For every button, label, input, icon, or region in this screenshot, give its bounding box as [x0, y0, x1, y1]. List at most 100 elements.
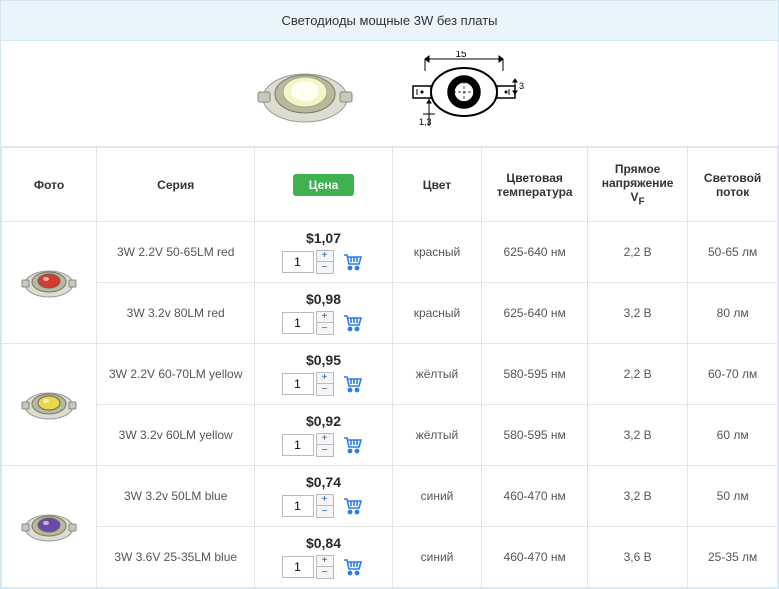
- product-table: Фото Серия Цена Цвет Цветовая температур…: [1, 147, 778, 588]
- table-row: 3W 2.2V 50-65LM red $1,07 + − красный 62…: [2, 222, 778, 283]
- col-series: Серия: [97, 148, 255, 222]
- lm-cell: 60-70 лм: [688, 344, 778, 405]
- qty-plus-button[interactable]: +: [317, 556, 333, 567]
- price-value: $0,74: [261, 474, 385, 490]
- table-row: 3W 2.2V 60-70LM yellow $0,95 + − жёлтый …: [2, 344, 778, 405]
- qty-minus-button[interactable]: −: [317, 445, 333, 456]
- color-cell: жёлтый: [392, 344, 482, 405]
- qty-spinner: + −: [316, 433, 334, 457]
- table-row: 3W 3.2v 80LM red $0,98 + − красный 625-6…: [2, 283, 778, 344]
- color-cell: синий: [392, 527, 482, 588]
- col-color: Цвет: [392, 148, 482, 222]
- price-value: $1,07: [261, 230, 385, 246]
- lm-cell: 80 лм: [688, 283, 778, 344]
- qty-plus-button[interactable]: +: [317, 434, 333, 445]
- led-photo-hero: [255, 56, 355, 126]
- qty-input[interactable]: [282, 495, 314, 517]
- dimension-diagram: 15 3.1: [385, 51, 525, 131]
- table-row: 3W 3.2v 50LM blue $0,74 + − синий 460-47…: [2, 466, 778, 527]
- color-cell: синий: [392, 466, 482, 527]
- hero-area: 15 3.1: [1, 41, 778, 147]
- dim-height: 3.1: [519, 81, 525, 91]
- qty-minus-button[interactable]: −: [317, 323, 333, 334]
- qty-input[interactable]: [282, 434, 314, 456]
- qty-minus-button[interactable]: −: [317, 384, 333, 395]
- temp-cell: 460-470 нм: [482, 527, 588, 588]
- photo-cell: [2, 466, 97, 588]
- vf-cell: 3,2 В: [587, 466, 687, 527]
- add-to-cart-button[interactable]: [340, 251, 366, 273]
- qty-plus-button[interactable]: +: [317, 373, 333, 384]
- add-to-cart-button[interactable]: [340, 312, 366, 334]
- dim-width: 15: [455, 51, 467, 60]
- photo-cell: [2, 222, 97, 344]
- col-lm: Световой поток: [688, 148, 778, 222]
- photo-cell: [2, 344, 97, 466]
- table-row: 3W 3.6V 25-35LM blue $0,84 + − синий 460…: [2, 527, 778, 588]
- qty-spinner: + −: [316, 494, 334, 518]
- qty-spinner: + −: [316, 372, 334, 396]
- series-cell: 3W 3.2v 50LM blue: [97, 466, 255, 527]
- vf-cell: 2,2 В: [587, 344, 687, 405]
- col-price: Цена: [255, 148, 392, 222]
- qty-minus-button[interactable]: −: [317, 567, 333, 578]
- qty-input[interactable]: [282, 556, 314, 578]
- qty-input[interactable]: [282, 251, 314, 273]
- series-cell: 3W 3.2v 80LM red: [97, 283, 255, 344]
- price-cell: $1,07 + −: [255, 222, 392, 283]
- table-header-row: Фото Серия Цена Цвет Цветовая температур…: [2, 148, 778, 222]
- series-cell: 3W 3.6V 25-35LM blue: [97, 527, 255, 588]
- qty-minus-button[interactable]: −: [317, 262, 333, 273]
- add-to-cart-button[interactable]: [340, 495, 366, 517]
- table-row: 3W 3.2v 60LM yellow $0,92 + − жёлтый 580…: [2, 405, 778, 466]
- lm-cell: 25-35 лм: [688, 527, 778, 588]
- qty-input[interactable]: [282, 312, 314, 334]
- qty-plus-button[interactable]: +: [317, 312, 333, 323]
- col-photo: Фото: [2, 148, 97, 222]
- qty-spinner: + −: [316, 311, 334, 335]
- led-thumb-icon: [20, 262, 78, 300]
- vf-cell: 3,2 В: [587, 283, 687, 344]
- product-table-container: Светодиоды мощные 3W без платы: [0, 0, 779, 589]
- price-cell: $0,74 + −: [255, 466, 392, 527]
- qty-plus-button[interactable]: +: [317, 495, 333, 506]
- price-badge: Цена: [293, 174, 355, 196]
- led-thumb-icon: [20, 506, 78, 544]
- qty-spinner: + −: [316, 250, 334, 274]
- color-cell: красный: [392, 222, 482, 283]
- add-to-cart-button[interactable]: [340, 556, 366, 578]
- temp-cell: 625-640 нм: [482, 222, 588, 283]
- price-value: $0,84: [261, 535, 385, 551]
- temp-cell: 625-640 нм: [482, 283, 588, 344]
- vf-cell: 3,2 В: [587, 405, 687, 466]
- dim-depth: 1,3: [419, 117, 432, 127]
- temp-cell: 580-595 нм: [482, 405, 588, 466]
- series-cell: 3W 3.2v 60LM yellow: [97, 405, 255, 466]
- qty-plus-button[interactable]: +: [317, 251, 333, 262]
- col-vf: Прямое напряжение VF: [587, 148, 687, 222]
- price-cell: $0,98 + −: [255, 283, 392, 344]
- page-title: Светодиоды мощные 3W без платы: [1, 1, 778, 41]
- lm-cell: 60 лм: [688, 405, 778, 466]
- add-to-cart-button[interactable]: [340, 373, 366, 395]
- temp-cell: 460-470 нм: [482, 466, 588, 527]
- qty-spinner: + −: [316, 555, 334, 579]
- vf-cell: 2,2 В: [587, 222, 687, 283]
- price-value: $0,95: [261, 352, 385, 368]
- temp-cell: 580-595 нм: [482, 344, 588, 405]
- price-value: $0,92: [261, 413, 385, 429]
- lm-cell: 50 лм: [688, 466, 778, 527]
- vf-cell: 3,6 В: [587, 527, 687, 588]
- color-cell: красный: [392, 283, 482, 344]
- price-cell: $0,95 + −: [255, 344, 392, 405]
- led-thumb-icon: [20, 384, 78, 422]
- series-cell: 3W 2.2V 50-65LM red: [97, 222, 255, 283]
- qty-input[interactable]: [282, 373, 314, 395]
- add-to-cart-button[interactable]: [340, 434, 366, 456]
- color-cell: жёлтый: [392, 405, 482, 466]
- price-cell: $0,84 + −: [255, 527, 392, 588]
- price-cell: $0,92 + −: [255, 405, 392, 466]
- series-cell: 3W 2.2V 60-70LM yellow: [97, 344, 255, 405]
- qty-minus-button[interactable]: −: [317, 506, 333, 517]
- col-temp: Цветовая температура: [482, 148, 588, 222]
